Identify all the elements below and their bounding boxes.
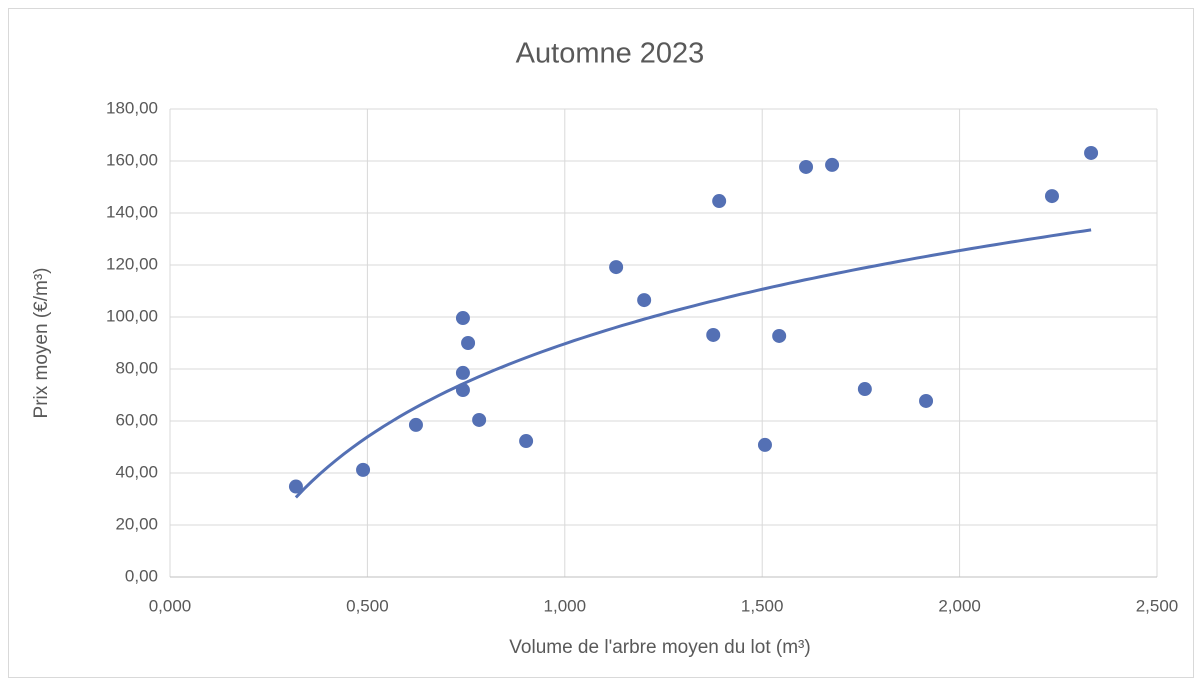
point bbox=[472, 412, 487, 427]
y-tick-label: 140,00 bbox=[106, 202, 158, 221]
point bbox=[288, 479, 303, 494]
y-axis-title: Prix moyen (€/m³) bbox=[31, 268, 52, 419]
point bbox=[356, 462, 371, 477]
trendline bbox=[294, 228, 1092, 499]
point bbox=[408, 417, 423, 432]
y-tick-label: 80,00 bbox=[115, 358, 158, 377]
y-tick-label: 60,00 bbox=[115, 410, 158, 429]
x-tick-label: 2,500 bbox=[1136, 596, 1179, 615]
y-tick-label: 0,00 bbox=[125, 566, 158, 585]
x-axis-title: Volume de l'arbre moyen du lot (m³) bbox=[509, 637, 810, 658]
point bbox=[772, 328, 787, 343]
point bbox=[1044, 189, 1059, 204]
point bbox=[706, 327, 721, 342]
y-tick-label: 160,00 bbox=[106, 150, 158, 169]
point bbox=[1084, 145, 1099, 160]
x-tick-label: 1,000 bbox=[544, 596, 587, 615]
point bbox=[919, 393, 934, 408]
point bbox=[712, 194, 727, 209]
point bbox=[609, 260, 624, 275]
point bbox=[757, 437, 772, 452]
point bbox=[857, 382, 872, 397]
x-tick-label: 2,000 bbox=[938, 596, 981, 615]
point bbox=[455, 311, 470, 326]
point bbox=[799, 159, 814, 174]
chart-border bbox=[8, 8, 1194, 678]
point bbox=[461, 336, 476, 350]
chart-title: Automne 2023 bbox=[516, 38, 705, 70]
x-tick-label: 0,000 bbox=[149, 596, 192, 615]
y-tick-label: 40,00 bbox=[115, 462, 158, 481]
point bbox=[519, 434, 534, 449]
y-tick-label: 180,00 bbox=[106, 98, 158, 117]
x-tick-label: 1,500 bbox=[741, 596, 784, 615]
x-tick-label: 0,500 bbox=[346, 596, 389, 615]
y-tick-label: 20,00 bbox=[115, 514, 158, 533]
y-tick-label: 120,00 bbox=[106, 254, 158, 273]
point bbox=[637, 293, 652, 308]
y-tick-label: 100,00 bbox=[106, 306, 158, 325]
point bbox=[825, 157, 840, 172]
point bbox=[455, 365, 470, 380]
